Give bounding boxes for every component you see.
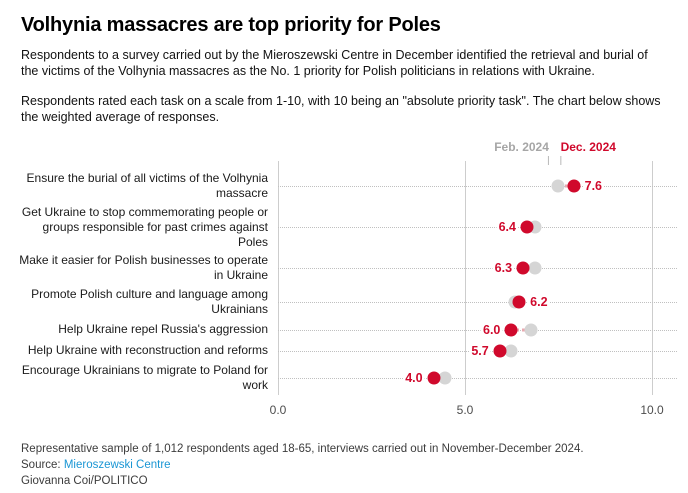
chart-footer: Representative sample of 1,012 responden… xyxy=(21,441,667,489)
category-label: Get Ukraine to stop commemorating people… xyxy=(21,203,278,251)
legend-tick-dec xyxy=(560,156,562,165)
feb-2024-dot xyxy=(524,323,538,336)
dec-value-label: 5.7 xyxy=(469,343,491,358)
chart-row: Make it easier for Polish businesses to … xyxy=(19,251,677,285)
dec-2024-dot xyxy=(567,179,581,193)
legend-item-dec-2024: Dec. 2024 xyxy=(560,140,616,165)
dot-plot-chart: Feb. 2024 Dec. 2024 Ensure the burial of… xyxy=(19,139,677,421)
dec-2024-dot xyxy=(493,344,507,357)
source-prefix: Source: xyxy=(21,459,64,471)
methodology-note: Representative sample of 1,012 responden… xyxy=(21,443,584,455)
dec-value-label: 6.0 xyxy=(481,322,503,337)
x-tick-0: 0.0 xyxy=(269,403,287,417)
row-plot: 4.0 xyxy=(278,361,677,395)
dumbbell-connector xyxy=(511,328,531,331)
x-tick-10: 10.0 xyxy=(640,403,664,417)
chart-row: Encourage Ukrainians to migrate to Polan… xyxy=(21,361,677,395)
chart-row: Help Ukraine with reconstruction and ref… xyxy=(21,340,677,361)
chart-intro: Respondents to a survey carried out by t… xyxy=(21,47,667,125)
chart-row: Promote Polish culture and language amon… xyxy=(21,285,677,319)
legend-label-feb: Feb. 2024 xyxy=(494,140,549,154)
chart-row: Ensure the burial of all victims of the … xyxy=(21,169,677,203)
source-link[interactable]: Mieroszewski Centre xyxy=(63,459,171,471)
category-label-text: Encourage Ukrainians to migrate to Polan… xyxy=(21,363,268,392)
legend-item-feb-2024: Feb. 2024 xyxy=(494,140,549,165)
chart-title: Volhynia massacres are top priority for … xyxy=(21,14,441,36)
category-label: Help Ukraine with reconstruction and ref… xyxy=(21,340,278,361)
dec-value-label: 6.4 xyxy=(496,220,518,234)
leader-dotted-line xyxy=(278,186,677,187)
intro-paragraph-2: Respondents rated each task on a scale f… xyxy=(21,94,661,124)
category-label-text: Make it easier for Polish businesses to … xyxy=(19,253,268,282)
leader-dotted-line xyxy=(278,329,677,331)
legend-tick-feb xyxy=(547,156,549,165)
category-label-text: Help Ukraine repel Russia's aggression xyxy=(58,322,268,336)
dec-2024-dot xyxy=(516,261,530,275)
leader-dotted-line xyxy=(278,227,677,228)
row-plot: 6.2 xyxy=(278,285,677,319)
source-line: Source: Mieroszewski Centre xyxy=(21,457,667,473)
dec-2024-dot xyxy=(504,323,518,336)
dec-value-label: 6.2 xyxy=(528,295,550,309)
dec-value-label: 4.0 xyxy=(403,371,425,385)
dec-2024-dot xyxy=(427,371,441,385)
dec-2024-dot xyxy=(512,295,526,309)
leader-dotted-line xyxy=(278,378,677,379)
row-plot: 6.4 xyxy=(278,203,677,251)
category-label: Make it easier for Polish businesses to … xyxy=(19,251,278,285)
row-plot: 6.3 xyxy=(278,251,677,285)
intro-paragraph-1: Respondents to a survey carried out by t… xyxy=(21,48,648,78)
leader-dotted-line xyxy=(278,268,677,269)
dumbbell-connector xyxy=(558,184,574,188)
chart-legend: Feb. 2024 Dec. 2024 xyxy=(278,139,652,169)
category-label: Promote Polish culture and language amon… xyxy=(21,285,278,319)
x-axis: 0.0 5.0 10.0 xyxy=(270,397,664,421)
chart-row: Help Ukraine repel Russia's aggression 6.… xyxy=(21,319,677,340)
category-label-text: Promote Polish culture and language amon… xyxy=(31,287,268,316)
legend-label-dec: Dec. 2024 xyxy=(560,140,616,154)
category-label-text: Ensure the burial of all victims of the … xyxy=(26,171,268,200)
dec-value-label: 6.3 xyxy=(492,261,515,275)
chart-row: Get Ukraine to stop commemorating people… xyxy=(21,203,677,251)
feb-2024-dot xyxy=(551,179,565,193)
x-tick-5: 5.0 xyxy=(456,403,474,417)
dec-2024-dot xyxy=(520,220,534,234)
credit-line: Giovanna Coi/POLITICO xyxy=(21,475,148,487)
row-plot: 7.6 xyxy=(278,169,677,203)
feb-2024-dot xyxy=(438,371,452,385)
chart-rows: Ensure the burial of all victims of the … xyxy=(19,169,677,395)
chart-plot-area: Ensure the burial of all victims of the … xyxy=(19,161,677,395)
category-label: Ensure the burial of all victims of the … xyxy=(21,169,278,203)
category-label-text: Help Ukraine with reconstruction and ref… xyxy=(27,343,268,357)
category-label: Encourage Ukrainians to migrate to Polan… xyxy=(21,361,278,395)
feb-2024-dot xyxy=(528,261,542,275)
row-plot: 6.0 xyxy=(278,319,677,340)
category-label: Help Ukraine repel Russia's aggression xyxy=(21,319,278,340)
row-plot: 5.7 xyxy=(278,340,677,361)
dec-value-label: 7.6 xyxy=(582,179,605,193)
category-label-text: Get Ukraine to stop commemorating people… xyxy=(21,204,268,249)
leader-dotted-line xyxy=(278,302,677,303)
feb-2024-dot xyxy=(504,344,518,357)
